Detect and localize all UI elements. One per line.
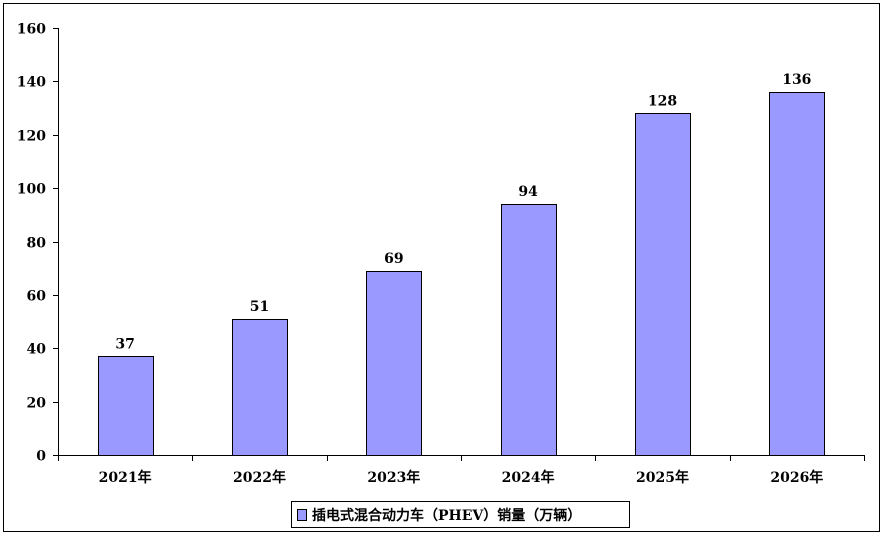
bar-value-label: 51 — [250, 299, 269, 315]
x-tick-label: 2022年 — [233, 469, 286, 486]
y-tick-label: 120 — [17, 129, 46, 145]
legend-swatch — [297, 509, 307, 521]
y-tick-label: 0 — [36, 449, 46, 465]
bar — [635, 113, 691, 456]
bar — [769, 92, 825, 456]
data-labels: 37 51 69 94 128 136 — [115, 72, 811, 352]
x-tick-label: 2021年 — [99, 469, 152, 486]
bar-value-label: 136 — [782, 72, 811, 88]
bar-value-label: 128 — [648, 93, 677, 109]
legend-box — [291, 501, 630, 528]
bar — [366, 271, 422, 456]
y-tick-label: 60 — [27, 289, 47, 305]
bar-value-label: 69 — [384, 251, 403, 267]
y-tick-label: 20 — [27, 396, 47, 412]
legend-label: 插电式混合动力车（PHEV）销量（万辆） — [312, 507, 581, 524]
bar — [98, 356, 154, 456]
x-tick-label: 2024年 — [502, 469, 555, 486]
x-axis-ticks: 2021年 2022年 2023年 2024年 2025年 2026年 — [58, 455, 865, 486]
x-tick-label: 2025年 — [636, 469, 689, 486]
y-tick-label: 140 — [17, 75, 46, 91]
y-tick-label: 100 — [17, 182, 46, 198]
x-tick-label: 2026年 — [770, 469, 823, 486]
y-tick-label: 40 — [27, 342, 47, 358]
bar — [501, 204, 557, 456]
bar-value-label: 94 — [518, 184, 538, 200]
y-axis-ticks: 0 20 40 60 80 100 120 140 160 — [17, 22, 58, 465]
y-tick-label: 160 — [17, 22, 46, 38]
legend: 插电式混合动力车（PHEV）销量（万辆） — [291, 501, 630, 528]
y-tick-label: 80 — [27, 236, 47, 252]
bar — [232, 319, 288, 456]
bars — [98, 92, 825, 456]
x-tick-label: 2023年 — [367, 469, 420, 486]
bar-value-label: 37 — [115, 336, 134, 352]
